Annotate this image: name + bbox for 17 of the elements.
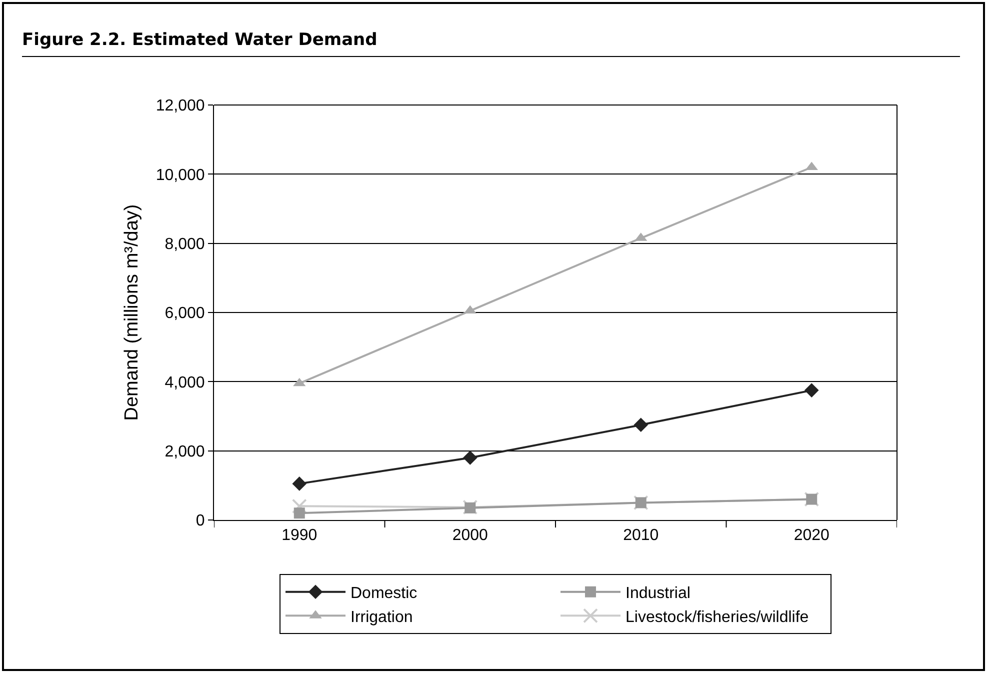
y-tick-label: 10,000 xyxy=(156,166,205,184)
x-tick-label: 2010 xyxy=(623,527,659,544)
legend-label: Irrigation xyxy=(350,608,413,626)
y-tick-label: 8,000 xyxy=(164,236,205,253)
y-tick-label: 6,000 xyxy=(164,305,205,322)
legend-label: Domestic xyxy=(350,585,418,602)
chart-title: Figure 2.2. Estimated Water Demand xyxy=(22,30,960,57)
legend-label: Industrial xyxy=(626,585,690,602)
y-tick-label: 0 xyxy=(196,512,205,530)
x-tick-label: 2000 xyxy=(452,527,488,544)
y-tick-label: 2,000 xyxy=(164,443,205,460)
x-tick-label: 2020 xyxy=(794,527,830,544)
y-tick-label: 12,000 xyxy=(156,98,205,115)
legend-label: Livestock/fisheries/wildlife xyxy=(626,608,809,626)
y-tick-label: 4,000 xyxy=(164,374,205,392)
y-axis-title: Demand (millions m³/day) xyxy=(122,204,143,421)
x-tick-label: 1990 xyxy=(282,527,318,544)
